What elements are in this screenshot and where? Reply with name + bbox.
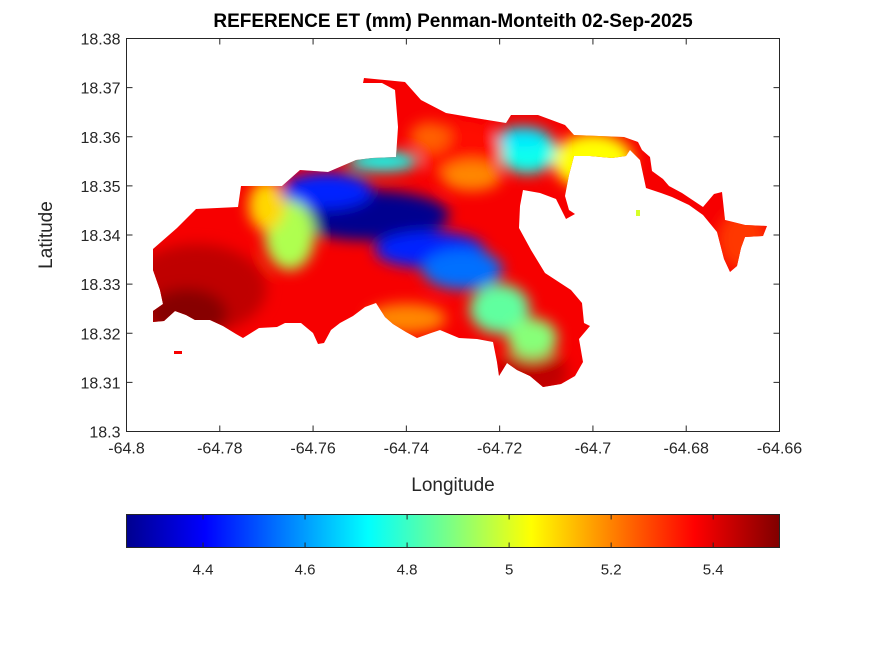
y-axis-label: Latitude — [36, 201, 57, 269]
heatmap-region — [441, 161, 502, 192]
x-tick-label: -64.8 — [108, 441, 145, 458]
colorbar-tick-label: 5.4 — [703, 562, 724, 579]
colorbar-tick-label: 4.8 — [397, 562, 418, 579]
y-tick-label: 18.32 — [80, 326, 120, 343]
heatmap-region — [282, 172, 373, 209]
y-tick-label: 18.33 — [80, 277, 120, 294]
x-tick-label: -64.72 — [477, 441, 522, 458]
y-tick-label: 18.31 — [80, 375, 120, 392]
colorbar — [126, 514, 780, 548]
y-tick-label: 18.37 — [80, 81, 120, 98]
x-tick-label: -64.78 — [197, 441, 242, 458]
x-tick-label: -64.68 — [664, 441, 709, 458]
heatmap-region — [507, 318, 558, 359]
heatmap-region — [497, 126, 548, 147]
y-tick-label: 18.34 — [80, 228, 120, 245]
x-axis-label: Longitude — [411, 475, 494, 496]
x-tick-label: -64.7 — [575, 441, 612, 458]
y-tick-label: 18.38 — [80, 32, 120, 49]
heatmap-region — [422, 249, 503, 290]
islet — [174, 351, 182, 354]
colorbar-tick-label: 5 — [505, 562, 513, 579]
heatmap-region — [248, 180, 285, 231]
colorbar-tick-label: 4.6 — [295, 562, 316, 579]
x-axis-ticks: -64.8 -64.78 -64.76 -64.74 -64.72 -64.7 -64.68… — [108, 38, 802, 458]
y-axis-ticks: 18.3 18.31 18.32 18.33 18.34 18.35 18.36 18.37 1… — [80, 32, 780, 442]
islet — [636, 210, 640, 216]
colorbar-tick-label: 5.2 — [601, 562, 622, 579]
y-tick-label: 18.36 — [80, 130, 120, 147]
heatmap-region — [469, 283, 530, 334]
x-tick-label: -64.76 — [290, 441, 335, 458]
x-tick-label: -64.74 — [384, 441, 429, 458]
y-tick-label: 18.35 — [80, 179, 120, 196]
heatmap-region — [409, 121, 450, 152]
y-tick-label: 18.3 — [89, 425, 120, 442]
colorbar-tick-label: 4.4 — [193, 562, 214, 579]
colorbar-ticks: 4.4 4.6 4.8 5 5.2 5.4 — [193, 514, 724, 579]
x-tick-label: -64.66 — [757, 441, 802, 458]
chart-title: REFERENCE ET (mm) Penman-Monteith 02-Sep… — [213, 11, 693, 32]
